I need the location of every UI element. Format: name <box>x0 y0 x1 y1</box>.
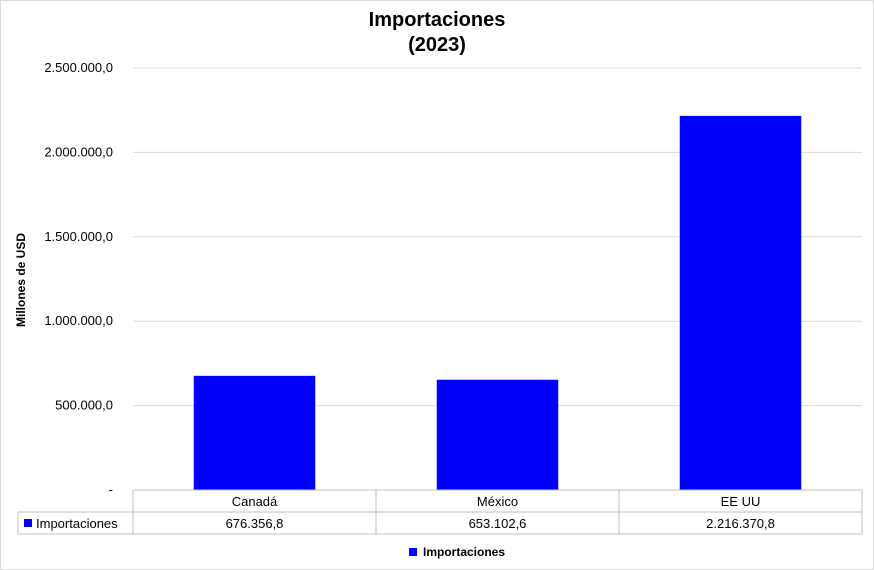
bars <box>193 115 802 490</box>
legend: Importaciones <box>409 545 505 559</box>
bar-ee-uu <box>679 115 802 490</box>
y-axis-title: Millones de USD <box>14 233 28 327</box>
category-label: México <box>477 494 518 509</box>
y-tick-label: 2.500.000,0 <box>44 60 113 75</box>
bar-méxico <box>436 379 559 490</box>
y-tick-label: 1.000.000,0 <box>44 313 113 328</box>
legend-label: Importaciones <box>423 545 505 559</box>
chart-title: Importaciones <box>369 9 506 31</box>
table-value: 676.356,8 <box>226 516 284 531</box>
legend-swatch <box>409 548 417 556</box>
chart-subtitle: (2023) <box>408 34 466 56</box>
category-label: Canadá <box>232 494 278 509</box>
y-tick-label: 500.000,0 <box>55 398 113 413</box>
table-series-swatch <box>24 519 32 527</box>
y-tick-label: 1.500.000,0 <box>44 229 113 244</box>
data-table: Canadá 676.356,8 México 653.102,6 EE UU 2.216… <box>17 489 863 535</box>
category-label: EE UU <box>721 494 761 509</box>
table-series-name: Importaciones <box>36 516 118 531</box>
y-axis-ticks: - 500.000,0 1.000.000,0 1.500.000,0 2.000.00… <box>44 60 113 497</box>
table-value: 2.216.370,8 <box>706 516 775 531</box>
bar-canadá <box>193 375 316 490</box>
y-tick-label: - <box>109 482 113 497</box>
table-value: 653.102,6 <box>469 516 527 531</box>
y-tick-label: 2.000.000,0 <box>44 144 113 159</box>
